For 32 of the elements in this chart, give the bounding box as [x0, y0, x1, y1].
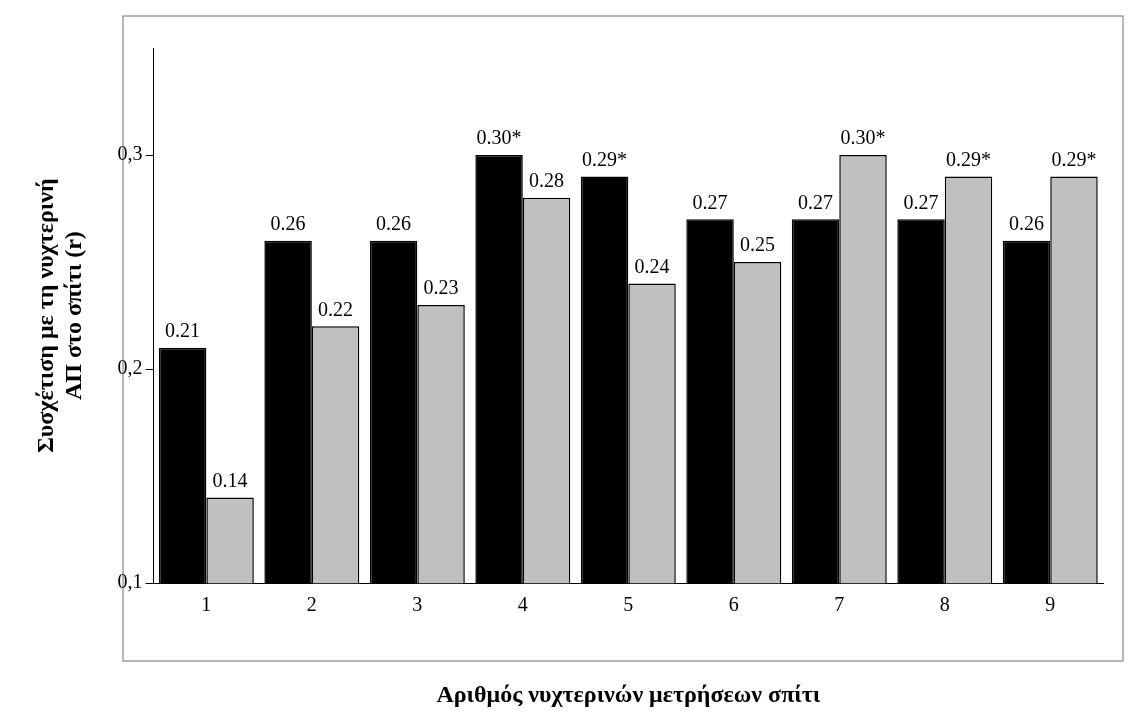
x-axis-title: Αριθμός νυχτερινών μετρήσεων σπίτι [436, 680, 821, 707]
data-label: 0.14 [212, 468, 248, 491]
x-tick-label: 9 [1045, 593, 1056, 616]
data-label: 0.30* [840, 126, 886, 149]
x-tick-label: 6 [728, 593, 739, 616]
data-label: 0.27 [903, 190, 939, 213]
data-label: 0.27 [798, 190, 834, 213]
x-tick-label: 4 [517, 593, 528, 616]
y-tick-label: 0,3 [117, 142, 143, 165]
data-label: 0.26 [376, 211, 412, 234]
data-label: 0.28 [529, 169, 565, 192]
data-label: 0.26 [270, 211, 306, 234]
data-label: 0.25 [740, 233, 776, 256]
data-label: 0.23 [423, 276, 459, 299]
data-label: 0.29* [1051, 147, 1097, 170]
y-tick-label: 0,2 [117, 356, 143, 379]
x-tick-label: 2 [306, 593, 317, 616]
x-tick-label: 3 [412, 593, 423, 616]
y-tick-label: 0,1 [117, 570, 143, 593]
data-label: 0.29* [946, 147, 991, 170]
data-label: 0.21 [165, 318, 201, 341]
data-label: 0.26 [1009, 211, 1045, 234]
x-tick-label: 1 [201, 593, 212, 616]
y-axis-title: Συσχέτιση με τη νυχτερινή ΑΠ στο σπίτι (r) [31, 178, 87, 453]
data-label: 0.30* [476, 126, 522, 149]
x-tick-label: 7 [834, 593, 845, 616]
x-tick-label: 8 [939, 593, 950, 616]
x-tick-label: 5 [623, 593, 634, 616]
data-label: 0.29* [582, 147, 628, 170]
data-label: 0.22 [318, 297, 354, 320]
data-label: 0.27 [692, 190, 728, 213]
data-label: 0.24 [634, 254, 670, 277]
